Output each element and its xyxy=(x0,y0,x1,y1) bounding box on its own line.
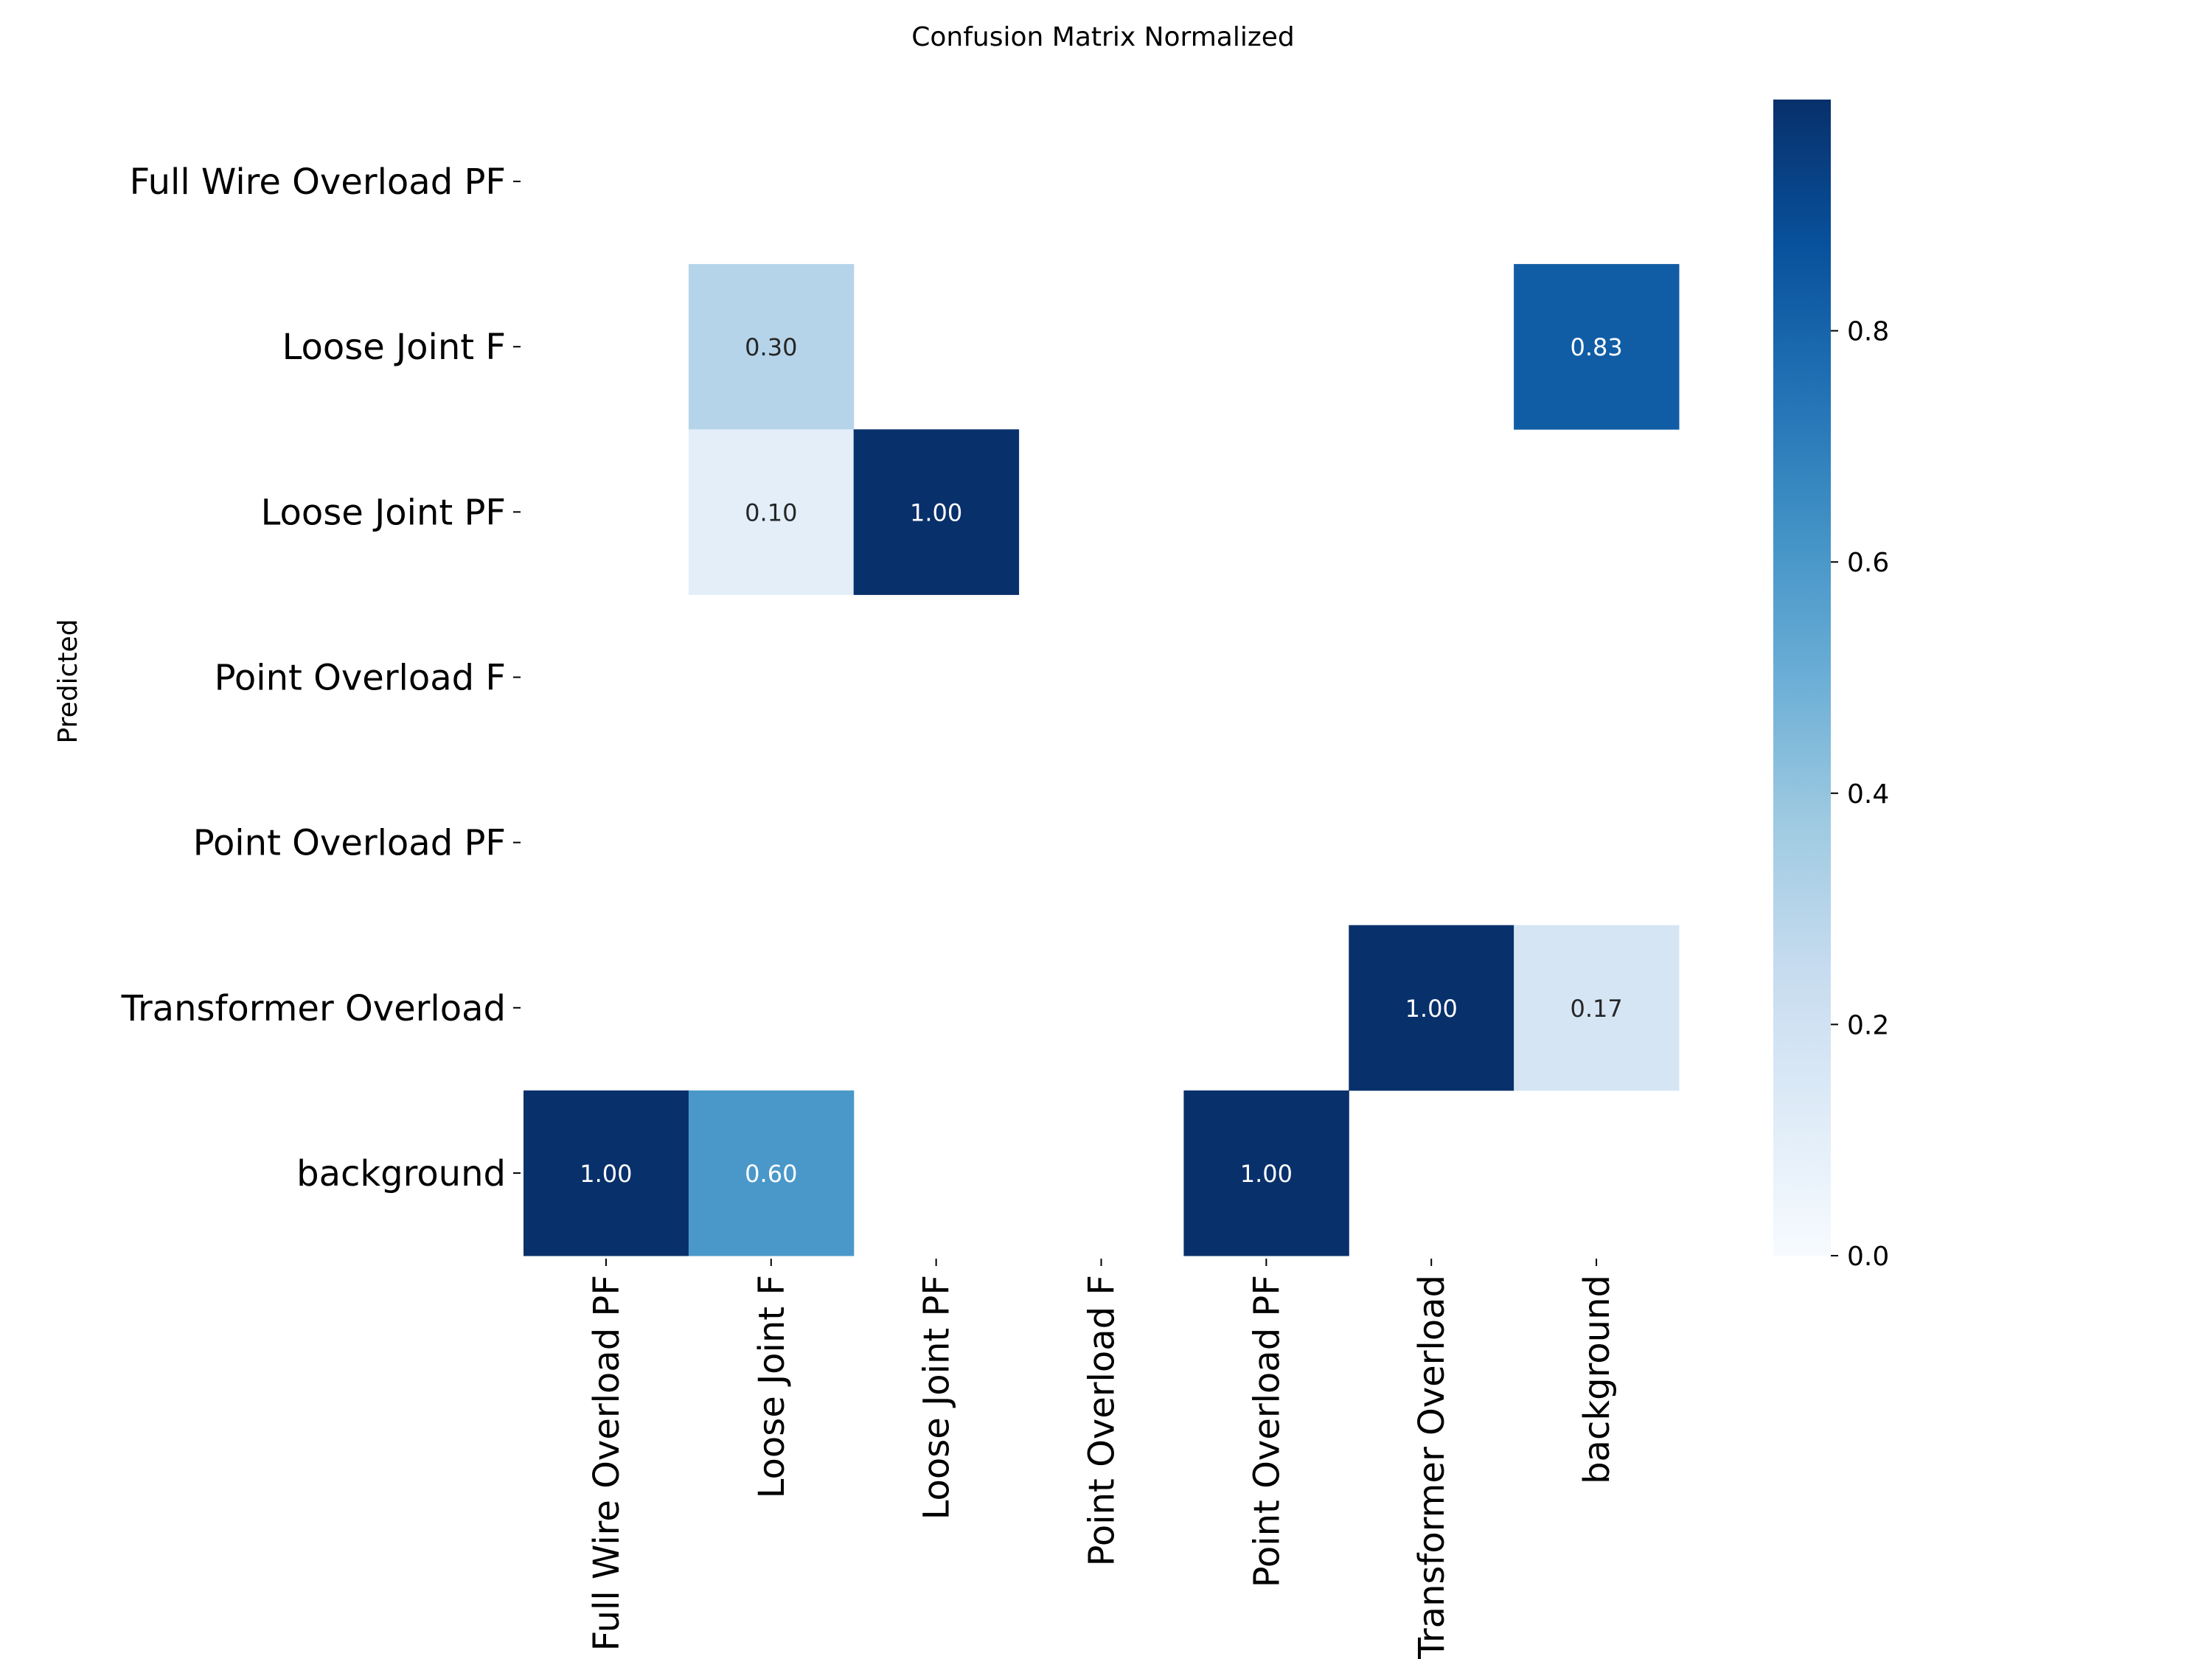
cell-value-label: 0.60 xyxy=(745,1160,797,1188)
y-tick-label: Point Overload PF xyxy=(193,823,506,864)
x-axis-ticks: Full Wire Overload PF Loose Joint F Loose … xyxy=(586,1259,1618,1659)
cell-value-label: 0.83 xyxy=(1570,333,1622,361)
chart-title: Confusion Matrix Normalized xyxy=(911,22,1294,52)
cell-value-label: 1.00 xyxy=(910,498,962,526)
colorbar-tick-label: 0.4 xyxy=(1847,779,1889,810)
cell-value-label: 0.30 xyxy=(745,333,797,361)
x-tick-label: Point Overload F xyxy=(1082,1275,1123,1566)
y-tick-label: Transformer Overload xyxy=(121,988,506,1029)
y-tick-label: Loose Joint PF xyxy=(261,492,506,533)
y-axis-ticks: Full Wire Overload PF Loose Joint F Loose … xyxy=(121,161,521,1194)
colorbar-tick-label: 0.8 xyxy=(1847,317,1889,347)
heatmap-cell xyxy=(688,264,855,430)
cell-value-label: 0.10 xyxy=(745,498,797,526)
heatmap-cell xyxy=(1514,264,1680,430)
x-tick-label: Loose Joint PF xyxy=(917,1275,958,1520)
heatmap-cell xyxy=(1349,925,1514,1091)
x-tick-label: Full Wire Overload PF xyxy=(586,1275,627,1651)
y-tick-label: Full Wire Overload PF xyxy=(130,161,506,203)
colorbar-tick-label: 0.2 xyxy=(1847,1010,1889,1040)
heatmap-cell xyxy=(688,1090,855,1256)
cell-value-label: 0.17 xyxy=(1570,995,1622,1023)
heatmap-cells: 0.30 0.83 0.10 1.00 1.00 0.17 1.00 0.60 1.00 xyxy=(524,264,1680,1256)
colorbar-tick-label: 0.6 xyxy=(1847,548,1889,578)
x-tick-label: Loose Joint F xyxy=(751,1275,793,1498)
heatmap-cell xyxy=(1183,1090,1349,1256)
heatmap-cell xyxy=(524,1090,689,1256)
cell-value-label: 1.00 xyxy=(1240,1160,1293,1188)
x-tick-label: Point Overload PF xyxy=(1246,1275,1287,1587)
colorbar-ticks: 0.0 0.2 0.4 0.6 0.8 xyxy=(1831,317,1889,1272)
heatmap-cell xyxy=(853,429,1020,595)
y-tick-label: background xyxy=(296,1153,506,1194)
colorbar-tick-label: 0.0 xyxy=(1847,1242,1889,1272)
heatmap-cell xyxy=(688,429,855,595)
y-axis-label: Predicted xyxy=(53,619,83,744)
y-tick-label: Point Overload F xyxy=(215,658,506,699)
colorbar xyxy=(1773,100,1831,1256)
cell-value-label: 1.00 xyxy=(1405,995,1458,1023)
x-tick-label: Transformer Overload xyxy=(1411,1275,1453,1659)
y-tick-label: Loose Joint F xyxy=(282,327,506,368)
heatmap-cell xyxy=(1514,925,1680,1091)
cell-value-label: 1.00 xyxy=(580,1160,632,1188)
x-tick-label: background xyxy=(1576,1275,1618,1484)
